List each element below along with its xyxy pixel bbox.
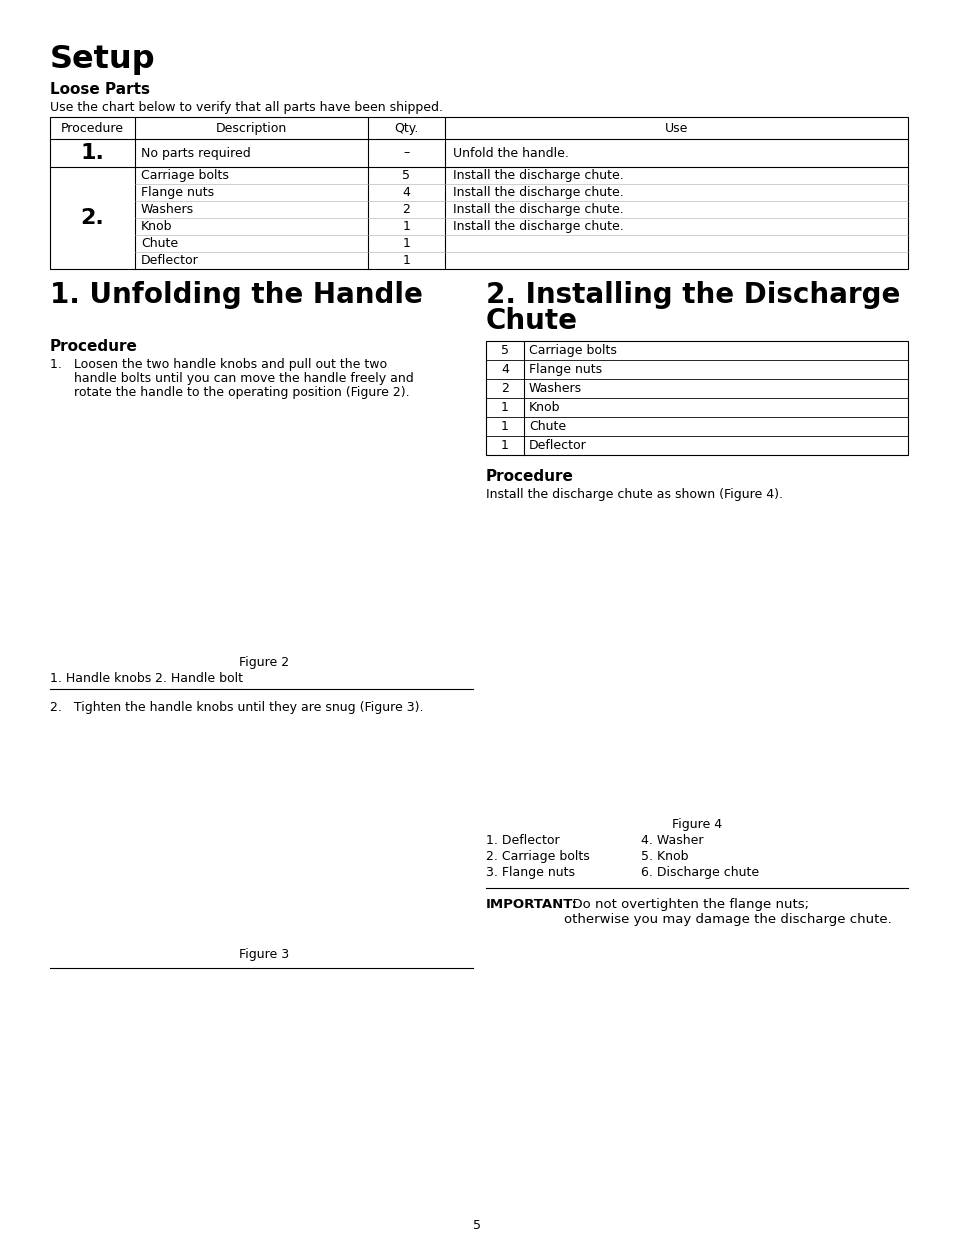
Text: 1: 1	[500, 420, 508, 433]
Text: 1. Unfolding the Handle: 1. Unfolding the Handle	[50, 282, 422, 309]
Text: 1: 1	[402, 254, 410, 267]
Text: 1. Handle knobs: 1. Handle knobs	[50, 672, 152, 685]
Text: Knob: Knob	[141, 220, 172, 233]
Text: –: –	[403, 147, 409, 159]
Text: 2. Installing the Discharge: 2. Installing the Discharge	[485, 282, 900, 309]
Text: 2: 2	[402, 203, 410, 216]
Text: Deflector: Deflector	[141, 254, 198, 267]
Text: Install the discharge chute.: Install the discharge chute.	[453, 203, 623, 216]
Bar	[50, 117, 907, 269]
Text: 2. Handle bolt: 2. Handle bolt	[154, 672, 243, 685]
Text: Setup: Setup	[50, 44, 155, 75]
Text: Install the discharge chute.: Install the discharge chute.	[453, 220, 623, 233]
Text: Flange nuts: Flange nuts	[141, 186, 213, 199]
Text: Use the chart below to verify that all parts have been shipped.: Use the chart below to verify that all p…	[50, 101, 442, 114]
Text: IMPORTANT:: IMPORTANT:	[485, 898, 578, 911]
Text: 4: 4	[500, 363, 508, 375]
Bar	[485, 341, 907, 454]
Text: 2: 2	[500, 382, 508, 395]
Text: Carriage bolts: Carriage bolts	[141, 169, 229, 182]
Text: Procedure: Procedure	[61, 121, 124, 135]
Text: Figure 4: Figure 4	[671, 818, 721, 831]
Text: 1: 1	[402, 220, 410, 233]
Text: 5. Knob: 5. Knob	[640, 850, 688, 863]
Text: 1.   Loosen the two handle knobs and pull out the two: 1. Loosen the two handle knobs and pull …	[50, 358, 387, 370]
Text: Washers: Washers	[529, 382, 581, 395]
Text: Procedure: Procedure	[50, 338, 138, 354]
Text: Figure 2: Figure 2	[238, 656, 289, 669]
Text: Qty.: Qty.	[394, 121, 418, 135]
Text: Figure 3: Figure 3	[238, 948, 289, 961]
Text: Install the discharge chute.: Install the discharge chute.	[453, 186, 623, 199]
Text: Loose Parts: Loose Parts	[50, 82, 150, 98]
Bar	[119, 722, 409, 939]
Text: Install the discharge chute as shown (Figure 4).: Install the discharge chute as shown (Fi…	[485, 488, 782, 501]
Text: 1.: 1.	[80, 143, 104, 163]
Text: Procedure: Procedure	[485, 469, 574, 484]
Text: Knob: Knob	[529, 401, 560, 414]
Text: 4: 4	[402, 186, 410, 199]
Text: Do not overtighten the flange nuts;
otherwise you may damage the discharge chute: Do not overtighten the flange nuts; othe…	[563, 898, 891, 926]
Text: Deflector: Deflector	[529, 438, 586, 452]
Text: 2.: 2.	[81, 207, 104, 228]
Text: Flange nuts: Flange nuts	[529, 363, 601, 375]
Text: Use: Use	[664, 121, 687, 135]
Text: handle bolts until you can move the handle freely and: handle bolts until you can move the hand…	[50, 372, 414, 385]
Bar	[109, 417, 418, 646]
Text: Install the discharge chute.: Install the discharge chute.	[453, 169, 623, 182]
Text: 3. Flange nuts: 3. Flange nuts	[485, 866, 575, 879]
Text: Washers: Washers	[141, 203, 193, 216]
Text: 6. Discharge chute: 6. Discharge chute	[640, 866, 759, 879]
Text: 1: 1	[500, 438, 508, 452]
Text: Description: Description	[215, 121, 287, 135]
Text: 4. Washer: 4. Washer	[640, 834, 702, 847]
Text: 5: 5	[500, 345, 509, 357]
Text: No parts required: No parts required	[141, 147, 251, 159]
Text: 1: 1	[500, 401, 508, 414]
Text: Carriage bolts: Carriage bolts	[529, 345, 617, 357]
Bar	[491, 508, 902, 808]
Text: Unfold the handle.: Unfold the handle.	[453, 147, 568, 159]
Text: rotate the handle to the operating position (Figure 2).: rotate the handle to the operating posit…	[50, 387, 409, 399]
Text: 1: 1	[402, 237, 410, 249]
Text: 5: 5	[402, 169, 410, 182]
Text: 5: 5	[473, 1219, 480, 1233]
Text: Chute: Chute	[485, 308, 578, 335]
Text: Chute: Chute	[141, 237, 178, 249]
Text: 2. Carriage bolts: 2. Carriage bolts	[485, 850, 589, 863]
Text: Chute: Chute	[529, 420, 565, 433]
Text: 1. Deflector: 1. Deflector	[485, 834, 559, 847]
Text: 2.   Tighten the handle knobs until they are snug (Figure 3).: 2. Tighten the handle knobs until they a…	[50, 701, 423, 714]
